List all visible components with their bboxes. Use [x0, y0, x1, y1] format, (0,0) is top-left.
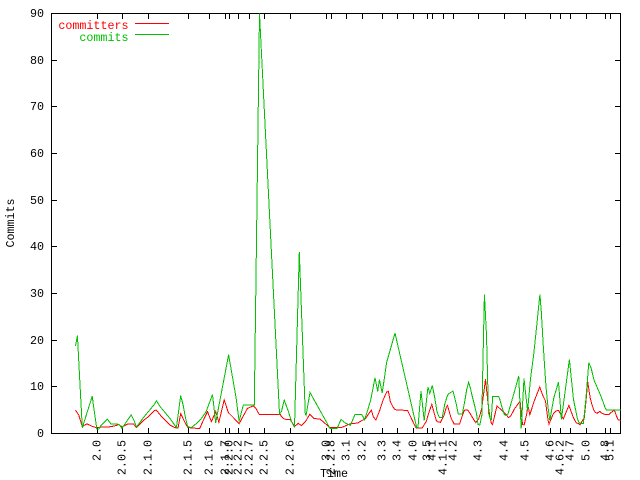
svg-text:3.1: 3.1 — [340, 440, 354, 461]
svg-text:2.2.8: 2.2.8 — [325, 440, 339, 475]
svg-text:2.1.5: 2.1.5 — [182, 440, 196, 475]
svg-text:2.0: 2.0 — [91, 440, 105, 461]
svg-text:3.0: 3.0 — [320, 440, 334, 461]
svg-text:4.7: 4.7 — [564, 440, 578, 461]
svg-text:3.3: 3.3 — [376, 440, 390, 461]
svg-text:Time: Time — [320, 467, 348, 480]
svg-text:2.2.5: 2.2.5 — [258, 440, 272, 475]
svg-text:committers: committers — [58, 19, 128, 33]
svg-text:60: 60 — [30, 147, 44, 161]
svg-text:4.4: 4.4 — [498, 440, 512, 461]
svg-text:70: 70 — [30, 100, 44, 114]
svg-text:4.3: 4.3 — [472, 440, 486, 461]
svg-text:5.0: 5.0 — [580, 440, 594, 461]
svg-text:2.2.2: 2.2.2 — [232, 440, 246, 475]
svg-text:2.2.7: 2.2.7 — [243, 440, 257, 475]
svg-text:4.6.2: 4.6.2 — [554, 440, 568, 475]
svg-text:3.4: 3.4 — [391, 440, 405, 461]
svg-text:2.2.6: 2.2.6 — [284, 440, 298, 475]
svg-text:2.1.6: 2.1.6 — [203, 440, 217, 475]
svg-text:2.0.5: 2.0.5 — [116, 440, 130, 475]
svg-text:80: 80 — [30, 54, 44, 68]
svg-text:3.2: 3.2 — [356, 440, 370, 461]
svg-text:2.2.0: 2.2.0 — [223, 440, 237, 475]
svg-text:4.1.1: 4.1.1 — [437, 440, 451, 475]
svg-text:0: 0 — [37, 427, 44, 441]
svg-text:4.1: 4.1 — [426, 440, 440, 461]
svg-text:10: 10 — [30, 380, 44, 394]
svg-text:50: 50 — [30, 194, 44, 208]
svg-text:2.1.0: 2.1.0 — [142, 440, 156, 475]
svg-text:4.6: 4.6 — [544, 440, 558, 461]
svg-text:4.5: 4.5 — [519, 440, 533, 461]
svg-text:5.1: 5.1 — [604, 440, 618, 461]
svg-text:4.0: 4.0 — [407, 440, 421, 461]
svg-text:Commits: Commits — [4, 198, 18, 247]
svg-text:2.1.7: 2.1.7 — [219, 440, 233, 475]
svg-text:4.2: 4.2 — [447, 440, 461, 461]
svg-text:3.5: 3.5 — [421, 440, 435, 461]
svg-text:90: 90 — [30, 7, 44, 21]
svg-text:commits: commits — [79, 31, 128, 45]
svg-text:4.8: 4.8 — [599, 440, 613, 461]
svg-text:40: 40 — [30, 240, 44, 254]
svg-text:30: 30 — [30, 287, 44, 301]
svg-text:20: 20 — [30, 334, 44, 348]
